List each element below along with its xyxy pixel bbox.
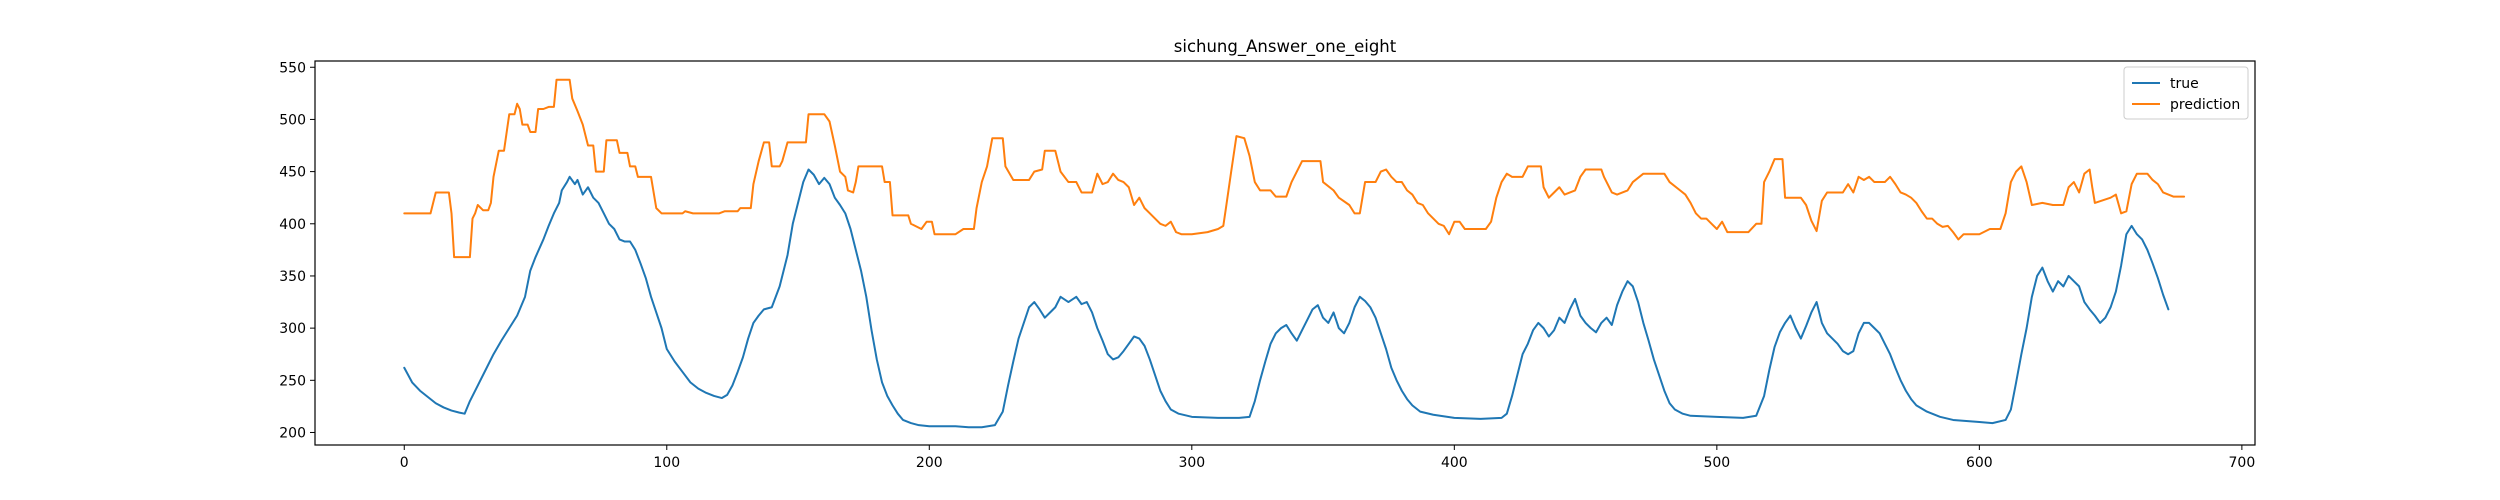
legend-box [2123,66,2249,120]
y-tick-label: 200 [279,425,306,441]
x-tick-label: 400 [1441,455,1468,471]
axes: 0 100 200 300 400 500 600 700 200 250 300 350 400 450… [279,60,2256,471]
y-tick-label: 400 [279,217,306,233]
x-tick-label: 0 [400,455,409,471]
x-tick-label: 300 [1178,455,1205,471]
axes-frame [314,60,2256,446]
chart-title: sichung_Answer_one_eight [1174,37,1397,57]
y-tick-label: 550 [279,60,306,76]
y-tick-label: 350 [279,269,306,285]
x-tick-label: 100 [653,455,680,471]
y-tick-label: 300 [279,321,306,337]
legend: true prediction [2123,66,2249,120]
x-tick-label: 600 [1966,455,1993,471]
series-line-prediction [403,78,2186,259]
y-tick-label: 500 [279,112,306,128]
series-line-true [403,168,2170,429]
x-tick-label: 500 [1703,455,1730,471]
y-tick-label: 250 [279,373,306,389]
x-tick-label: 700 [2229,455,2256,471]
legend-label-true: true [2170,76,2199,92]
y-tick-label: 450 [279,165,306,181]
plot-area [403,78,2186,429]
legend-label-prediction: prediction [2170,97,2240,113]
x-tick-label: 200 [916,455,943,471]
